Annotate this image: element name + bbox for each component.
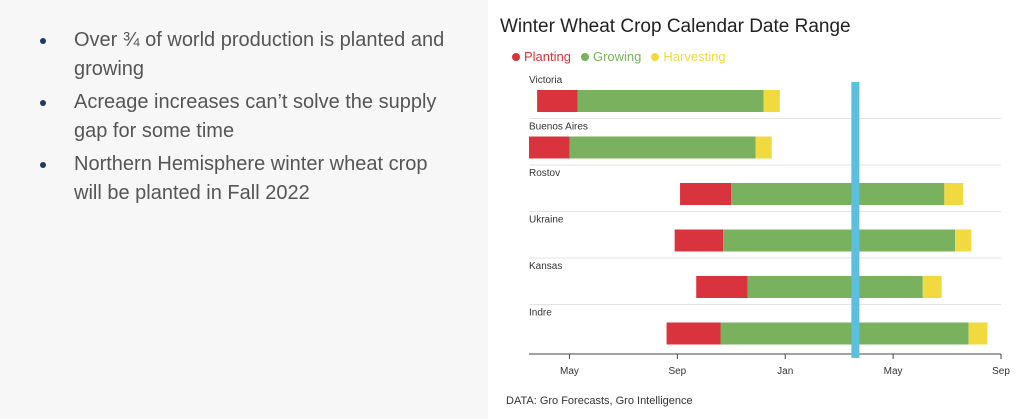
legend-label: Growing	[592, 49, 642, 64]
bar-growing	[720, 322, 969, 345]
bar-planting	[529, 136, 570, 159]
bar-harvesting	[955, 229, 972, 252]
bullet-dot-icon	[40, 100, 46, 106]
x-tick-label: Sep	[992, 366, 1010, 377]
legend-item-growing: Growing	[580, 49, 642, 64]
row-label: Buenos Aires	[529, 122, 588, 133]
bar-planting	[666, 322, 721, 345]
current-date-marker	[851, 82, 860, 358]
legend-item-planting: Planting	[512, 49, 571, 64]
bar-planting	[680, 183, 732, 205]
bar-harvesting	[944, 183, 964, 205]
legend-label: Planting	[524, 49, 571, 64]
bar-growing	[731, 183, 945, 205]
bullet-dot-icon	[40, 162, 46, 168]
bar-growing	[747, 276, 923, 298]
x-tick-label: May	[560, 366, 579, 377]
bar-growing	[577, 90, 764, 112]
chart-title: Winter Wheat Crop Calendar Date Range	[500, 16, 851, 37]
bullet-item: Acreage increases can’t solve the supply…	[38, 88, 448, 146]
row-label: Victoria	[529, 75, 563, 86]
bullet-text: Over ¾ of world production is planted an…	[74, 29, 445, 80]
legend-swatch-icon	[651, 52, 660, 61]
bullet-panel: Over ¾ of world production is planted an…	[0, 0, 480, 419]
bar-planting	[537, 90, 578, 112]
row-label: Ukraine	[529, 215, 564, 226]
row-label: Rostov	[529, 168, 560, 179]
row-label: Indre	[529, 308, 552, 319]
bullet-item: Over ¾ of world production is planted an…	[38, 26, 448, 84]
bullet-item: Northern Hemisphere winter wheat crop wi…	[38, 150, 448, 208]
x-tick-label: Sep	[668, 366, 686, 377]
bar-harvesting	[763, 90, 780, 112]
bullet-dot-icon	[40, 38, 46, 44]
bar-growing	[723, 229, 956, 252]
bullet-list: Over ¾ of world production is planted an…	[38, 26, 448, 212]
bar-harvesting	[968, 322, 988, 345]
x-tick-label: May	[884, 366, 903, 377]
legend-swatch-icon	[580, 52, 589, 61]
bar-harvesting	[755, 136, 772, 159]
bar-planting	[696, 276, 748, 298]
chart-panel: Victoria Buenos Aires Rostov Ukraine Kansas I…	[488, 0, 1024, 419]
bar-growing	[569, 136, 756, 159]
chart-legend: Planting Growing Harvesting	[512, 49, 726, 64]
bar-planting	[674, 229, 724, 252]
legend-swatch-icon	[512, 52, 520, 61]
legend-label: Harvesting	[663, 49, 726, 64]
bar-harvesting	[922, 276, 942, 298]
x-tick-label: Jan	[777, 366, 793, 377]
row-label: Kansas	[529, 261, 562, 272]
legend-item-harvesting: Harvesting	[651, 49, 726, 64]
bullet-text: Northern Hemisphere winter wheat crop wi…	[74, 153, 428, 204]
data-source-note: DATA: Gro Forecasts, Gro Intelligence	[506, 395, 693, 407]
crop-calendar-chart: Victoria Buenos Aires Rostov Ukraine Kansas I…	[529, 75, 1010, 377]
bullet-text: Acreage increases can’t solve the supply…	[74, 91, 437, 142]
